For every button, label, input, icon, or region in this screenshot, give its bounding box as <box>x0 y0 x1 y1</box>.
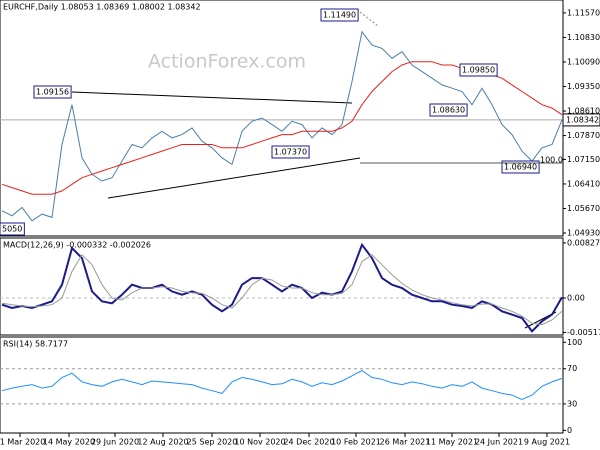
x-tick-label: 14 May 2020 <box>43 438 95 447</box>
annotation-box <box>429 103 468 117</box>
price-annotation: 1.08630 <box>432 106 465 115</box>
annotation-box <box>459 63 498 77</box>
price-annotation: 1.09850 <box>462 66 495 75</box>
price-annotation: 1.09156 <box>36 88 69 97</box>
y-tick-label: -0.005174 <box>567 328 600 337</box>
last-price-box <box>562 113 600 127</box>
rsi-panel <box>0 336 564 434</box>
y-tick-label: 1.07870 <box>567 131 600 140</box>
y-tick-label: 100 <box>567 338 582 347</box>
x-tick-label: 29 Jun 2020 <box>91 438 139 447</box>
trend-line <box>107 157 361 199</box>
y-tick-label: 1.04930 <box>567 229 600 238</box>
series-line <box>1 30 563 222</box>
y-tick-label: 0.008276 <box>567 238 600 247</box>
x-tick-label: 24 Jun 2021 <box>475 438 523 447</box>
y-tick-label: 1.11570 <box>567 8 600 17</box>
y-tick-label: 1.09350 <box>567 82 600 91</box>
price-annotation: 5050 <box>2 225 22 234</box>
price-annotation: 1.07370 <box>274 148 307 157</box>
annotation-box <box>33 85 72 99</box>
x-tick-label: 9 Aug 2021 <box>524 438 570 447</box>
annotation-box <box>320 8 359 22</box>
series-line <box>1 253 563 326</box>
series-line <box>1 61 563 195</box>
y-tick-label: 0.00 <box>567 294 585 303</box>
x-tick-label: 24 Dec 2020 <box>283 438 334 447</box>
y-tick-label: 1.10830 <box>567 33 600 42</box>
x-tick-label: 10 Feb 2021 <box>331 438 381 447</box>
x-tick-label: 10 Nov 2020 <box>234 438 285 447</box>
y-tick-label: 1.06410 <box>567 179 600 188</box>
x-tick-label: 12 Aug 2020 <box>137 438 188 447</box>
watermark: ActionForex.com <box>148 51 306 73</box>
trend-line <box>359 11 379 27</box>
x-tick-label: 26 Mar 2021 <box>380 438 431 447</box>
y-tick-label: 1.07150 <box>567 155 600 164</box>
y-tick-label: 1.05670 <box>567 204 600 213</box>
panel-title: RSI(14) 58.7177 <box>3 340 68 349</box>
panel-title: EURCHF,Daily 1.08053 1.08369 1.08002 1.0… <box>3 3 201 12</box>
x-tick-label: 25 Sep 2020 <box>187 438 238 447</box>
y-tick-label: 1.10090 <box>567 57 600 66</box>
annotation-box <box>0 222 25 236</box>
series-line <box>1 369 563 401</box>
y-tick-label: 70 <box>567 364 577 373</box>
trend-line <box>71 91 353 104</box>
annotation-box <box>271 145 310 159</box>
y-tick-label: 1.08610 <box>567 107 600 116</box>
macd-panel <box>0 237 564 336</box>
price-annotation: 100.0 <box>540 156 563 165</box>
series-line <box>1 242 563 333</box>
y-tick-label: 30 <box>567 399 577 408</box>
x-tick-label: 31 Mar 2020 <box>0 438 45 447</box>
annotation-box <box>501 160 540 174</box>
last-price-label: 1.08342 <box>566 115 599 124</box>
y-tick-label: 0 <box>567 426 572 435</box>
panel-title: MACD(12,26,9) -0.000332 -0.002026 <box>3 241 151 250</box>
price-annotation: 1.06940 <box>504 163 537 172</box>
x-tick-label: 11 May 2021 <box>426 438 478 447</box>
price-panel <box>0 0 564 237</box>
price-annotation: 1.11490 <box>323 11 356 20</box>
